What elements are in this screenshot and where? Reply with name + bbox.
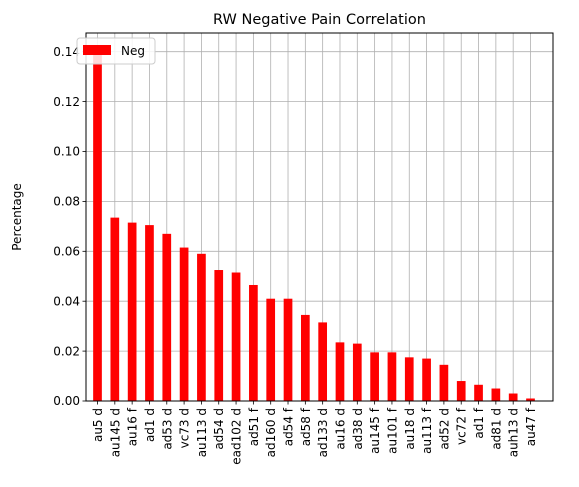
x-tick-label: ad53 d — [160, 408, 174, 450]
bar — [249, 284, 258, 401]
x-tick-label: ad54 d — [212, 408, 226, 450]
y-tick-label: 0.04 — [53, 294, 80, 308]
x-tick-label: vc73 d — [178, 408, 192, 448]
x-tick-label: vc72 f — [455, 407, 469, 445]
bar — [197, 253, 206, 401]
x-tick-label: au47 f — [524, 407, 538, 446]
y-axis: 0.00 0.02 0.04 0.06 0.08 0.10 0.12 0.14 — [53, 45, 86, 408]
y-tick-label: 0.02 — [53, 344, 80, 358]
bar — [474, 384, 483, 401]
bar — [422, 358, 431, 401]
y-tick-label: 0.10 — [53, 145, 80, 159]
bar — [127, 222, 137, 401]
bar — [179, 247, 189, 401]
legend-box — [76, 37, 156, 65]
x-tick-label: ad81 d — [489, 408, 503, 450]
y-tick-label: 0.06 — [53, 245, 80, 259]
x-tick-label: au16 f — [126, 407, 140, 446]
y-tick-label: 0.00 — [53, 394, 80, 408]
x-tick-label: au113 d — [195, 408, 209, 457]
bar — [370, 352, 379, 401]
x-tick-label: au145 f — [368, 407, 382, 454]
x-tick-label: ad1 d — [143, 408, 157, 442]
bar — [404, 357, 414, 401]
bar — [266, 298, 276, 401]
x-axis: au5 d au145 d au16 f ad1 d ad53 d vc73 d au113… — [91, 401, 538, 465]
x-tick-label: ad1 f — [472, 407, 486, 438]
x-tick-label: ad160 d — [264, 408, 278, 457]
bar — [491, 388, 501, 401]
x-tick-label: au145 d — [108, 408, 122, 457]
bar — [439, 364, 449, 401]
bar — [162, 233, 172, 401]
bar — [93, 46, 102, 401]
legend-swatch — [83, 45, 111, 55]
x-tick-label: au5 d — [91, 408, 105, 442]
x-tick-label: au101 f — [385, 407, 399, 454]
y-tick-label: 0.14 — [53, 45, 80, 59]
bar — [387, 352, 397, 401]
bar — [231, 272, 241, 401]
x-tick-label: ad52 d — [437, 408, 451, 450]
bar — [318, 322, 328, 401]
bar — [145, 225, 154, 401]
legend: Neg — [76, 37, 156, 65]
x-tick-label: auh13 d — [507, 408, 521, 457]
chart-title: RW Negative Pain Correlation — [213, 12, 426, 28]
x-tick-label: au113 f — [420, 407, 434, 454]
bar — [300, 314, 310, 401]
x-tick-label: au16 d — [333, 408, 347, 450]
x-tick-label: ad54 f — [282, 407, 296, 446]
x-tick-label: au18 d — [403, 408, 417, 450]
bar — [283, 298, 293, 401]
bar — [526, 398, 535, 401]
legend-label: Neg — [121, 44, 145, 58]
x-tick-label: ead102 d — [230, 408, 244, 465]
x-tick-label: ad38 d — [351, 408, 365, 450]
bar — [456, 381, 466, 401]
bar — [110, 217, 120, 401]
bars — [93, 46, 535, 401]
bar — [352, 343, 362, 401]
bar — [335, 342, 345, 401]
plot-frame — [85, 32, 554, 402]
x-tick-label: ad58 f — [299, 407, 313, 446]
x-tick-label: ad51 f — [247, 407, 261, 446]
x-tick-label: ad133 d — [316, 408, 330, 457]
y-axis-label: Percentage — [10, 183, 24, 251]
bar — [214, 270, 224, 401]
bar — [508, 393, 518, 401]
y-tick-label: 0.12 — [53, 95, 80, 109]
y-tick-label: 0.08 — [53, 195, 80, 209]
